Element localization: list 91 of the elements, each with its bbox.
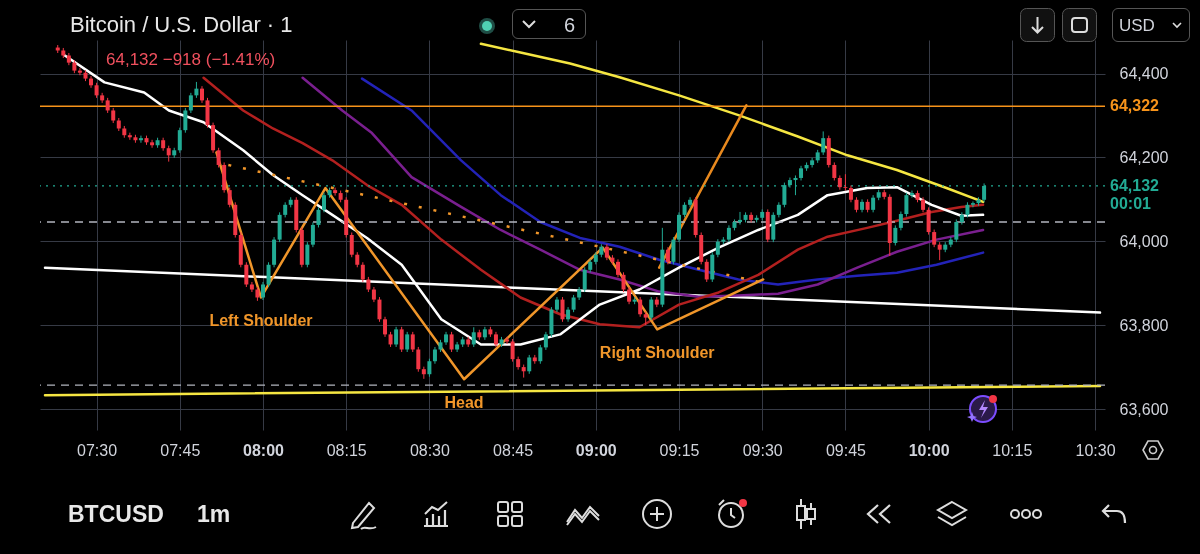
candlestick [244,261,249,288]
candlestick [333,187,338,197]
ref-line-label: 64,322 [1110,97,1160,115]
candlestick [127,132,132,141]
x-tick-label: 08:15 [326,441,367,459]
x-tick-label: 07:45 [160,441,201,459]
line-series [202,76,985,329]
y-tick-label: 64,200 [1119,148,1169,166]
candlestick [909,190,914,199]
candlestick [316,206,321,228]
candlestick [715,238,720,258]
text: 1m [197,501,231,528]
candlestick [360,261,365,283]
candlestick [427,358,432,378]
candlestick [749,211,754,223]
y-tick-label: 63,800 [1119,316,1169,334]
candlestick [898,211,903,231]
candlestick [416,346,421,373]
candlestick [843,173,848,192]
candlestick [305,241,310,268]
candlestick [832,161,837,181]
candlestick [543,331,548,351]
candlestick [260,281,265,301]
candlestick [937,241,942,261]
candlestick [77,67,82,76]
candlestick [615,258,620,278]
x-tick-label: 10:15 [992,441,1033,459]
x-tick-label: 07:30 [77,441,118,459]
y-tick-label: 64,400 [1119,65,1169,83]
text: 64,132 −918 (−1.41%) [106,50,276,70]
candlestick [349,231,354,258]
annotation: Right Shoulder [599,344,715,362]
candlestick [704,258,709,283]
x-tick-label: 09:30 [742,441,783,459]
candlestick [527,354,532,375]
chart-title: Bitcoin / U.S. Dollar · 1 [70,12,293,38]
candlestick [582,266,587,293]
annotation: Left Shoulder [209,312,313,330]
candlestick [904,192,909,218]
text: BTCUSD [68,501,164,528]
candlestick [177,127,182,154]
candlestick [538,344,543,365]
candlestick [821,130,826,156]
x-tick-label: 08:45 [493,441,534,459]
candlestick [471,326,476,348]
ref-line-label: 64,132 00:01 [1110,176,1160,212]
candlestick [399,326,404,353]
candlestick [510,338,515,363]
text: USD [1112,8,1190,42]
candlestick [738,211,742,226]
candlestick [410,331,415,353]
candlestick [377,296,382,323]
x-tick-label: 09:15 [659,441,700,459]
candlestick [893,224,898,246]
candlestick [638,296,643,318]
candlestick [321,192,326,213]
candlestick [449,331,454,353]
x-tick-label: 10:00 [908,441,950,459]
candlestick [150,139,155,149]
candlestick [671,236,676,265]
candlestick [383,316,388,338]
candlestick [649,296,654,321]
candlestick [216,147,221,168]
line-series [479,42,985,204]
annotation: Head [444,394,484,412]
candlestick [100,92,105,104]
y-tick-label: 63,600 [1119,400,1169,418]
x-tick-label: 08:00 [243,441,285,459]
candlestick [621,271,626,293]
candlestick [227,187,232,208]
y-tick-label: 64,000 [1119,232,1169,250]
x-tick-label: 09:45 [825,441,867,459]
candlestick [310,221,315,248]
candlestick [405,331,410,353]
candlestick [455,341,460,353]
candlestick [959,211,964,226]
candlestick [970,200,975,208]
x-tick-label: 09:00 [575,441,617,459]
x-tick-label: 10:30 [1075,441,1116,459]
candlestick [183,107,188,134]
candlestick [266,261,271,288]
candlestick [394,326,399,348]
candlestick [688,196,693,208]
candlestick [505,336,510,345]
candlestick [560,296,565,323]
candlestick [954,218,959,243]
candlestick [138,135,143,144]
text: 6 [512,9,586,39]
candlestick [926,206,931,236]
candlestick [188,92,193,114]
x-tick-label: 08:30 [409,441,451,459]
